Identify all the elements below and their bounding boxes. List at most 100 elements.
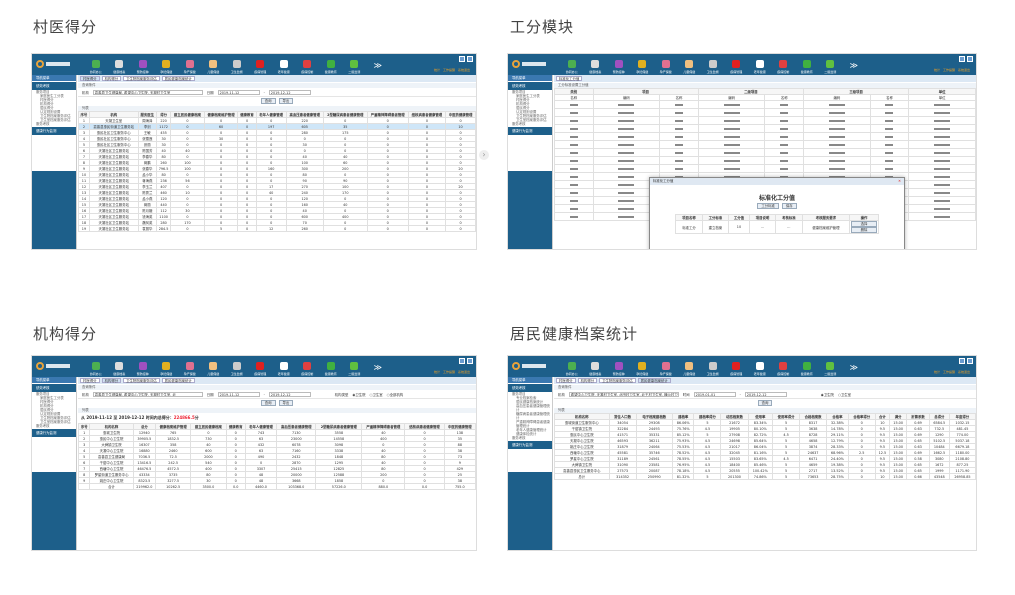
sidebar-item[interactable]: 认定规则设置	[40, 412, 61, 416]
nav-item[interactable]: 孕产保健	[654, 56, 678, 74]
nav-item[interactable]: 儿童保健	[678, 56, 702, 74]
table-row[interactable]: 9 天凝社区卫生服务站 张春华 796.5 100 0 0 160 300 200 0 0 20	[78, 165, 476, 172]
column-header[interactable]: 建立居民健康档案	[170, 111, 205, 118]
sidebar-group[interactable]: 服务考核	[512, 122, 526, 126]
sidebar-item[interactable]: 村医得分	[40, 98, 54, 102]
sidebar-item[interactable]: 家庭医生工分表	[40, 396, 64, 400]
nav-item[interactable]: 儿童保健	[202, 358, 226, 376]
sidebar-item[interactable]: 机构得分	[40, 404, 54, 408]
table-row[interactable]: 19 天凝社区卫生服务站 袁丽华 284.5 0 5 0 12 260 0 0 0 0	[78, 225, 476, 232]
column-header[interactable]: 中医药健康管理	[443, 423, 476, 430]
table-row[interactable]: 4 天凝中心卫生院 16880 2460 600 0 63 7160 3338 40 0 38	[77, 447, 476, 454]
sidebar-item[interactable]: 卫生院档案服务评估	[516, 114, 547, 118]
sidebar-menu-health-monitoring[interactable]: 健康行为监测	[32, 127, 76, 135]
table-row[interactable]	[554, 116, 976, 125]
sidebar-item[interactable]: 认定规则设置	[516, 110, 537, 114]
nav-item[interactable]: 老年健康	[272, 56, 296, 74]
tab[interactable]: 机构得分	[577, 378, 598, 383]
header-link[interactable]: 系统退出	[457, 370, 470, 374]
column-header[interactable]: 服务医生	[137, 111, 158, 118]
sidebar-menu-performance[interactable]: 绩效考核	[32, 384, 76, 392]
sidebar-group[interactable]: 服务项目	[36, 90, 50, 94]
nav-item[interactable]: 孕产保健	[178, 56, 202, 74]
sidebar-group[interactable]: 服务考核	[36, 122, 50, 126]
sidebar-item[interactable]: 高血压患者健康管理统计	[516, 404, 550, 412]
sidebar-item[interactable]: 糖尿病患者健康管理统计	[516, 412, 550, 420]
nav-item[interactable]: 疾病管理	[249, 56, 273, 74]
table-row[interactable]	[554, 164, 976, 173]
date-from-input[interactable]: 2019-11-12	[217, 391, 260, 397]
sidebar-item[interactable]: 卫生室档案服务评估	[40, 420, 71, 424]
sidebar-item[interactable]: 村医得分	[516, 98, 530, 102]
carousel-next-arrow[interactable]: ›	[479, 150, 489, 160]
nav-item[interactable]: 孕妇保健	[631, 56, 655, 74]
sidebar-item[interactable]: 卫生院档案服务评估	[40, 114, 71, 118]
sidebar-item[interactable]: 家庭医生工分表	[516, 94, 540, 98]
home-icon[interactable]	[459, 56, 465, 62]
nav-item[interactable]: 孕妇保健	[155, 358, 179, 376]
nav-item[interactable]: 健康教育	[795, 358, 819, 376]
sidebar-item[interactable]: 严重精神障碍患者健康管理统计	[516, 420, 550, 428]
nav-item[interactable]: 卫生监督	[225, 358, 249, 376]
table-row[interactable]: 3 惠民社区卫生服务中心 王敏 455 0 0 0 0 280 175 0 0 0	[78, 129, 476, 136]
nav-item[interactable]: 健康档案	[584, 56, 608, 74]
sidebar-item[interactable]: 家庭医生工分表	[40, 94, 64, 98]
header-link[interactable]: 工作提醒	[942, 370, 955, 374]
nav-item[interactable]: 卫生监督	[701, 56, 725, 74]
nav-item[interactable]: 二级监测	[819, 358, 843, 376]
radio-option[interactable]: ○全部机构	[387, 392, 404, 397]
tab[interactable]: 村医得分	[80, 378, 100, 383]
nav-item[interactable]: 儿童保健	[202, 56, 226, 74]
header-link[interactable]: 系统退出	[957, 68, 970, 72]
delete-button[interactable]: 删除	[851, 227, 877, 233]
table-row[interactable]	[554, 100, 976, 109]
search-button[interactable]: 查询	[260, 400, 276, 406]
org-input[interactable]: 嘉善县卫生健康局, 希望中心卫生院, 天凝村卫生室	[92, 89, 203, 95]
sidebar-item[interactable]: 机构得分	[40, 102, 54, 106]
sidebar-group[interactable]: 服务考核	[36, 424, 50, 428]
nav-item[interactable]: 卫生监督	[225, 56, 249, 74]
nav-item[interactable]: 健康教育	[319, 358, 343, 376]
column-header[interactable]: 严重精神障碍患者管理	[361, 423, 406, 430]
header-link[interactable]: 系统退出	[957, 370, 970, 374]
table-row[interactable]: 15 天凝社区卫生服务站 蒋丽 440 0 0 0 0 160 40 0 0 0	[78, 201, 476, 208]
table-row[interactable]: 18 天凝社区卫生服务站 魏凤英 280 170 0 0 0 70 0 0 0 0	[78, 219, 476, 226]
sidebar-menu-health-monitoring[interactable]: 健康行为监测	[32, 429, 76, 437]
sidebar-group[interactable]: 服务项目	[512, 90, 526, 94]
table-row[interactable]: 11 天凝社区卫生服务站 蒋海燕 236 56 0 0 0 90 90 0 0 0	[78, 177, 476, 184]
nav-item[interactable]: 疾病管理	[725, 56, 749, 74]
table-row[interactable]: 3 大舜镇卫生院 16307 358 40 0 432 6078 3098 0 0 88	[77, 441, 476, 448]
column-header[interactable]: 老年人健康管理	[255, 111, 287, 118]
close-icon[interactable]: ✕	[898, 179, 901, 183]
dialog-button[interactable]: 工分标准	[757, 203, 779, 209]
sidebar-item[interactable]: 居民得分	[40, 106, 54, 110]
table-row[interactable]: 合计 219962.0 10262.5 3500.0 0.0 4460.0 103368.0…	[77, 483, 476, 490]
radio-option[interactable]: ◉卫生院	[821, 392, 834, 397]
column-header[interactable]: 健康档案维护管理	[155, 423, 192, 430]
table-row[interactable]	[554, 132, 976, 141]
column-header[interactable]: 建立居民健康档案	[190, 423, 227, 430]
nav-item[interactable]: 预防接种	[131, 56, 155, 74]
nav-item[interactable]: 老年健康	[272, 358, 296, 376]
table-row[interactable]: 大舜镇卫生院 31090 23581 76.95% 4.5 18400 85.46% 5 465…	[554, 461, 976, 468]
nav-item[interactable]: 老年健康	[748, 56, 772, 74]
sidebar-menu-performance[interactable]: 绩效考核	[32, 82, 76, 90]
nav-item[interactable]: 预防接种	[607, 358, 631, 376]
power-icon[interactable]	[967, 56, 973, 62]
sidebar-menu-performance[interactable]: 绩效考核	[508, 82, 552, 90]
table-row[interactable]: 总计 314352 250990 81.32% 5 201300 74.86% 5 73653 2…	[554, 473, 976, 480]
export-button[interactable]: 导出	[278, 98, 294, 104]
nav-item[interactable]: 预防接种	[131, 358, 155, 376]
power-icon[interactable]	[467, 56, 473, 62]
table-row[interactable]	[554, 108, 976, 117]
dialog-button[interactable]: 保存	[781, 203, 797, 209]
tab[interactable]: 卫生院档案服务评估	[123, 76, 160, 81]
table-row[interactable]: 1 天凝卫生室 周海泽 220 0 0 0 0 220 0 0 0 0	[78, 117, 476, 124]
date-to-input[interactable]: 2019-12-12	[268, 89, 311, 95]
radio-option[interactable]: ○卫生室	[838, 392, 851, 397]
nav-item[interactable]: 老年健康	[748, 358, 772, 376]
nav-item[interactable]: 健康教育	[795, 56, 819, 74]
tab[interactable]: 卫生院档案服务评估	[123, 378, 160, 383]
date-from-input[interactable]: 2019-01-01	[693, 391, 736, 397]
org-input[interactable]: 希望中心卫生院, 天凝村卫生室, 北田村卫生室, 北王村卫生室, 横沙村卫生	[568, 391, 679, 397]
